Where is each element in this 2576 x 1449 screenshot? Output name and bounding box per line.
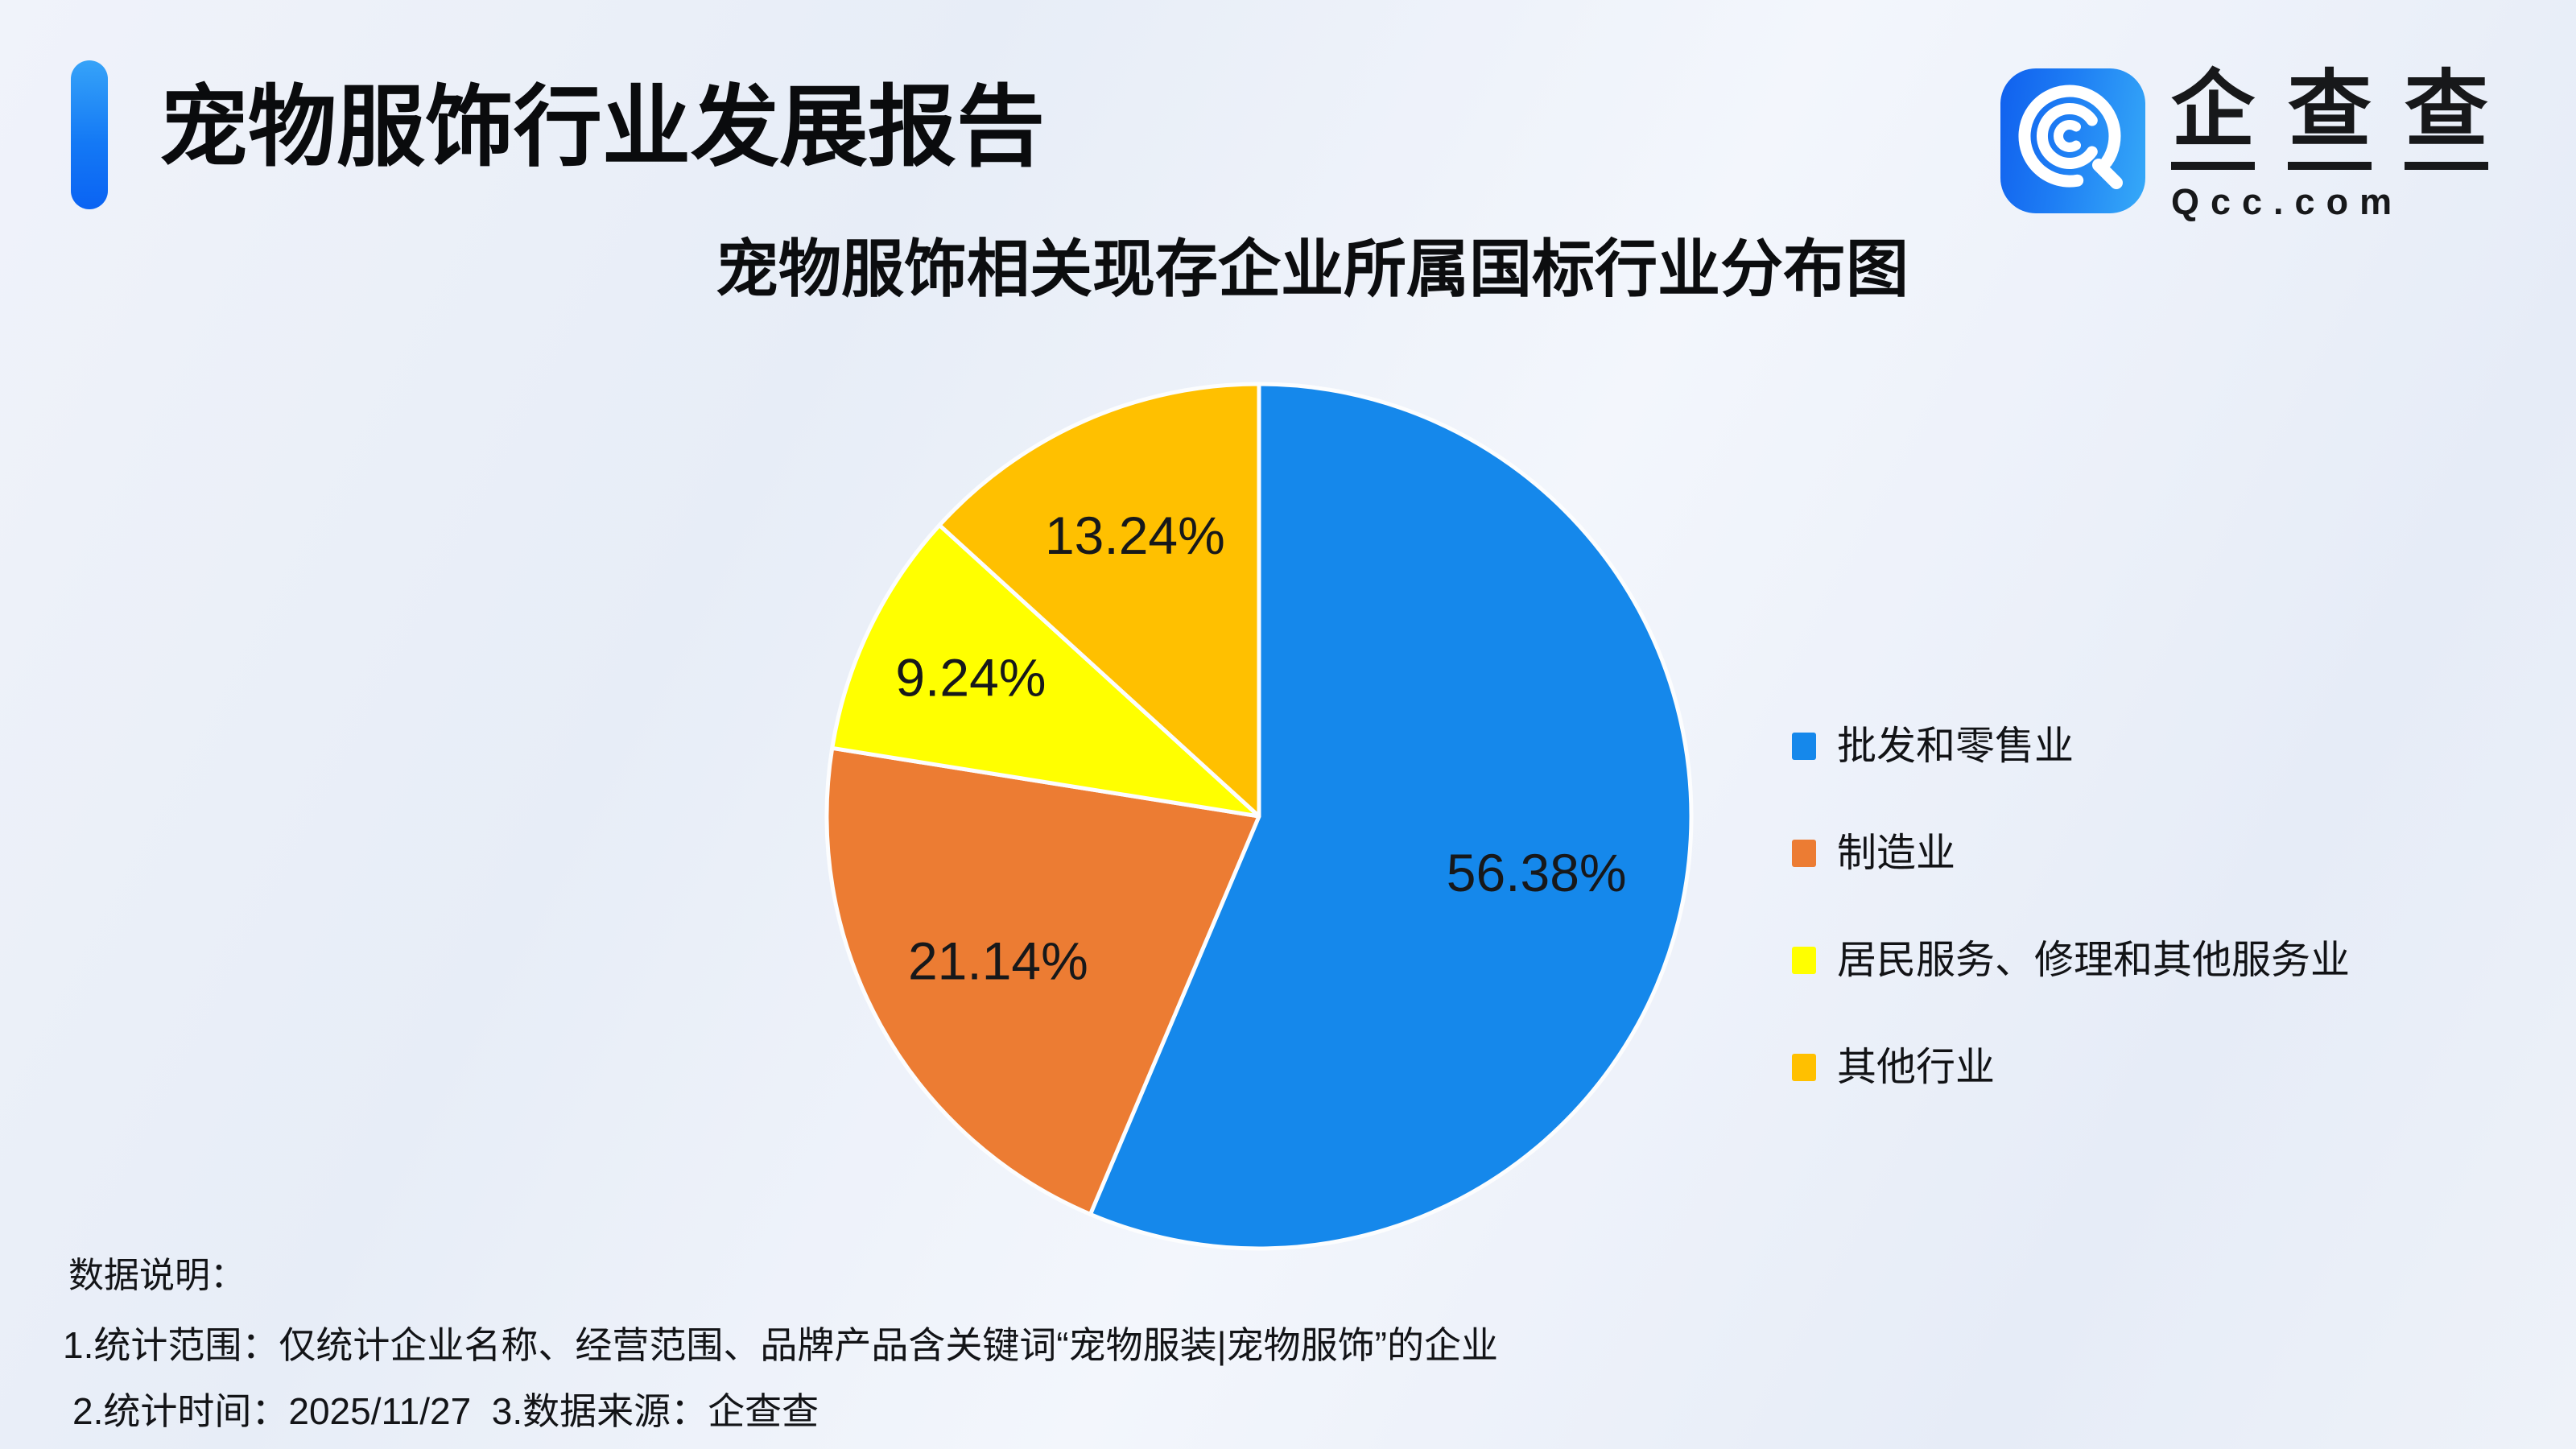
qcc-logo-name: 企 查 查 [2171, 68, 2488, 170]
qcc-logo: 企 查 查 Qcc.com [2000, 68, 2488, 223]
legend-swatch [1792, 733, 1816, 760]
legend-item: 批发和零售业 [1792, 724, 2350, 768]
qcc-logo-char: 查 [2404, 68, 2488, 170]
chart-legend: 批发和零售业 制造业 居民服务、修理和其他服务业 其他行业 [1792, 724, 2351, 1089]
pie-slice [824, 745, 1261, 1216]
pie-slice-label: 21.14% [908, 931, 1088, 991]
legend-label: 其他行业 [1837, 1045, 1996, 1089]
pie-slice-label: 56.38% [1447, 843, 1627, 902]
chart-title: 宠物服饰相关现存企业所属国标行业分布图 [715, 233, 1909, 304]
notes-scope: 1.统计范围：仅统计企业名称、经营范围、品牌产品含关键词“宠物服装|宠物服饰”的… [63, 1324, 1498, 1366]
qcc-logo-text: 企 查 查 Qcc.com [2171, 68, 2488, 223]
legend-item: 居民服务、修理和其他服务业 [1792, 938, 2351, 982]
notes-date-source: 2.统计时间：2025/11/27 3.数据来源：企查查 [72, 1390, 819, 1432]
qcc-logo-char: 查 [2287, 68, 2372, 170]
legend-swatch [1792, 1054, 1816, 1081]
qcc-logo-icon [2000, 68, 2145, 213]
notes-heading: 数据说明： [68, 1256, 246, 1295]
qcc-logo-char: 企 [2171, 68, 2256, 170]
legend-item: 制造业 [1792, 831, 2350, 875]
pie-slice [830, 522, 1261, 819]
pie-slice [937, 382, 1261, 819]
legend-swatch [1792, 947, 1816, 974]
title-accent-bar [71, 60, 108, 209]
legend-item: 其他行业 [1792, 1045, 2350, 1089]
legend-swatch [1792, 840, 1816, 867]
qcc-logo-domain: Qcc.com [2171, 181, 2404, 222]
legend-label: 批发和零售业 [1837, 724, 2074, 768]
pie-slice [1088, 382, 1694, 1251]
pie-slice-label: 13.24% [1045, 506, 1225, 565]
page-title: 宠物服饰行业发展报告 [159, 78, 1045, 177]
pie-slice-label: 9.24% [895, 648, 1046, 708]
pie-chart: 56.38% 21.14% 9.24% 13.24% [824, 382, 1694, 1251]
legend-label: 居民服务、修理和其他服务业 [1837, 938, 2351, 982]
legend-label: 制造业 [1837, 831, 1956, 875]
